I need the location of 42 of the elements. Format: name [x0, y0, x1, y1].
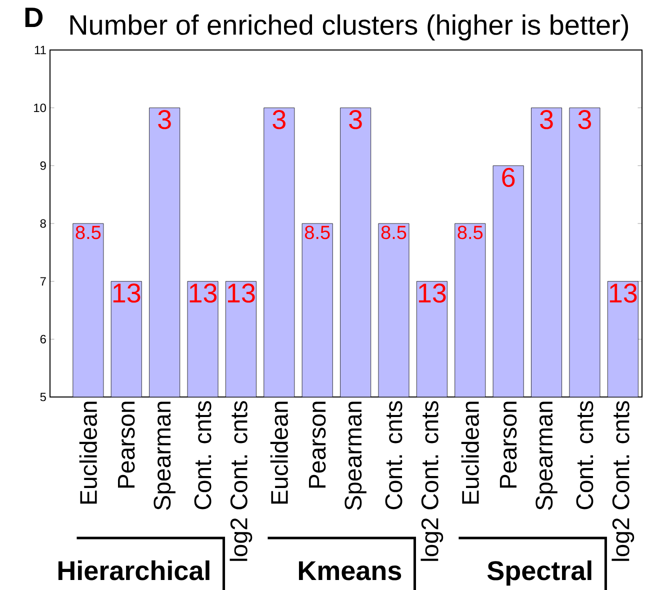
text: Kmeans	[298, 561, 402, 580]
x-tick-label: Pearson	[118, 402, 135, 488]
y-tick-label: 5	[40, 392, 46, 402]
x-tick-label: Pearson	[500, 402, 517, 488]
annotation: 3	[540, 110, 553, 130]
text: D	[25, 8, 43, 27]
annotation: 6	[502, 168, 515, 187]
chart-title: Number of enriched clusters (higher is better)	[70, 14, 628, 40]
annotation: 3	[158, 110, 171, 130]
x-tick-label: Euclidean	[270, 402, 288, 504]
x-tick-label: Cont. cnts	[385, 401, 402, 510]
text: Spectral	[487, 560, 592, 586]
x-tick-label: Cont. cnts	[194, 401, 212, 510]
x-tick-label: Pearson	[308, 402, 326, 488]
annotation: 8.5	[458, 226, 483, 240]
annotation: 3	[349, 110, 362, 130]
annotation: 3	[578, 110, 592, 130]
annotation: 13	[418, 284, 446, 303]
y-tick-label: 9	[40, 161, 46, 170]
x-tick-label: Euclidean	[79, 402, 98, 504]
y-tick-label: 11	[34, 46, 46, 54]
x-tick-label: log2 Cont. cnts	[230, 401, 252, 561]
y-tick-label: 10	[34, 104, 46, 112]
x-tick-label: log2 Cont. cnts	[612, 401, 634, 561]
annotation: 8.5	[304, 226, 330, 240]
x-tick-label: Spearman	[154, 402, 176, 510]
text: Hierarchical	[58, 560, 210, 580]
x-tick-label: Spearman	[536, 402, 558, 510]
y-tick-label: 8	[40, 219, 46, 228]
x-tick-label: log2 Cont. cnts	[420, 401, 444, 561]
annotation: 8.5	[76, 226, 101, 240]
x-tick-label: Spearman	[344, 402, 366, 510]
annotation: 13	[228, 284, 255, 303]
annotation: 3	[272, 110, 286, 130]
x-tick-label: Cont. cnts	[576, 401, 594, 510]
y-tick-label: 6	[40, 334, 46, 344]
x-tick-label: Euclidean	[461, 402, 479, 504]
annotation: 8.5	[381, 226, 406, 240]
annotation: 13	[113, 284, 140, 303]
y-tick-label: 7	[40, 277, 46, 286]
annotation: 13	[610, 284, 637, 303]
annotation: 13	[190, 284, 217, 303]
